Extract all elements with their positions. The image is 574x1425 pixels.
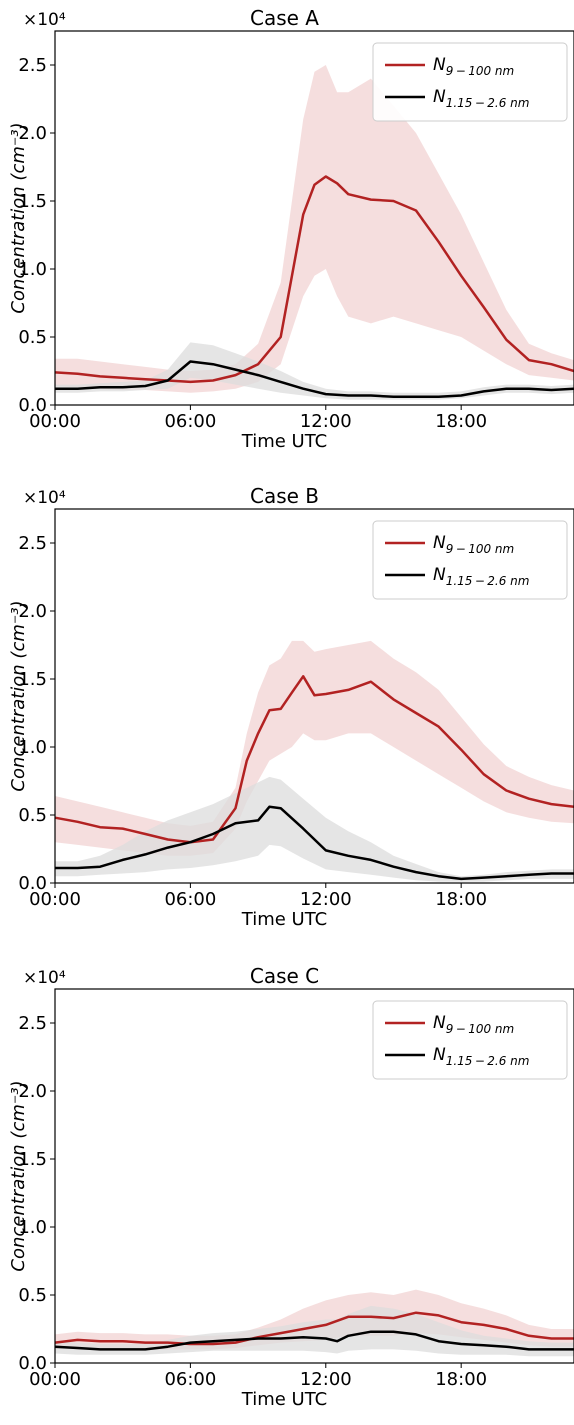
- y-tick-label: 1.0: [18, 737, 47, 758]
- legend-label-1: N1.15 − 2.6 nm: [433, 87, 529, 110]
- x-tick-label: 12:00: [300, 1369, 352, 1390]
- legend-box: [372, 520, 568, 600]
- x-tick-label: 18:00: [435, 1369, 487, 1390]
- legend-label-1: N1.15 − 2.6 nm: [433, 565, 529, 588]
- chart-title: Case C: [250, 964, 319, 988]
- chart-title: Case A: [250, 6, 319, 30]
- y-axis-label: Concentration (cm⁻³): [8, 600, 29, 791]
- y-tick-label: 1.0: [18, 259, 47, 280]
- y-axis-label: Concentration (cm⁻³): [8, 122, 29, 313]
- y-tick-label: 2.0: [18, 123, 47, 144]
- y-tick-label: 0.0: [18, 873, 47, 894]
- series-line-0: [54, 175, 574, 384]
- y-tick-label: 0.5: [18, 327, 47, 348]
- y-tick-label: 0.5: [18, 805, 47, 826]
- plot-frame: [54, 30, 574, 406]
- x-axis-label: Time UTC: [241, 431, 327, 452]
- legend-label-0: N9 − 100 nm: [433, 55, 514, 78]
- panel-a: 0.0 0.5 1.0 1.5 2.0 2.5 00:00 06:00 12:00 18:00 Ca…: [8, 6, 574, 452]
- legend-box: [372, 42, 568, 122]
- y-tick-label: 2.0: [18, 601, 47, 622]
- series-line-1: [55, 805, 574, 881]
- x-tick-label: 18:00: [435, 411, 487, 432]
- x-tick-label: 00:00: [29, 889, 81, 910]
- y-tick-label: 0.5: [18, 1285, 47, 1306]
- x-tick-label: 06:00: [164, 1369, 216, 1390]
- series-line-1: [55, 360, 574, 399]
- x-tick-label: 18:00: [435, 889, 487, 910]
- series-line-0: [54, 1311, 574, 1346]
- x-tick-label: 00:00: [29, 411, 81, 432]
- x-axis-label: Time UTC: [241, 909, 327, 930]
- y-multiplier: ×10⁴: [23, 10, 66, 30]
- legend-label-1: N1.15 − 2.6 nm: [433, 1045, 529, 1068]
- y-tick-label: 2.0: [18, 1081, 47, 1102]
- y-tick-label: 1.5: [18, 191, 47, 212]
- y-tick-label: 2.5: [18, 1013, 47, 1034]
- legend-label-0: N9 − 100 nm: [433, 1013, 514, 1036]
- y-axis-label: Concentration (cm⁻³): [8, 1080, 29, 1271]
- series-band-0: [55, 640, 574, 856]
- panel-b: 0.0 0.5 1.0 1.5 2.0 2.5 00:00 06:00 12:00 18:00 Ca…: [8, 484, 574, 930]
- y-tick-label: 2.5: [18, 55, 47, 76]
- y-tick-label: 0.0: [18, 395, 47, 416]
- series-line-1: [54, 1330, 574, 1351]
- x-tick-label: 12:00: [300, 411, 352, 432]
- y-tick-label: 2.5: [18, 533, 47, 554]
- x-tick-label: 06:00: [164, 411, 216, 432]
- y-tick-label: 1.0: [18, 1217, 47, 1238]
- series-band-1: [55, 776, 574, 882]
- y-tick-label: 1.5: [18, 1149, 47, 1170]
- y-tick-label: 0.0: [18, 1353, 47, 1374]
- series-band-0: [55, 65, 574, 393]
- chart-title: Case B: [250, 484, 319, 508]
- panel-c: 0.0 0.5 1.0 1.5 2.0 2.5 00:00 06:00 12:00 18:00 Ca…: [8, 964, 574, 1410]
- x-tick-label: 00:00: [29, 1369, 81, 1390]
- plot-frame: [54, 508, 574, 884]
- series-line-0: [54, 675, 574, 844]
- series-band-1: [55, 342, 574, 400]
- legend-label-0: N9 − 100 nm: [433, 533, 514, 556]
- x-axis-label: Time UTC: [241, 1389, 327, 1410]
- legend-box: [372, 1000, 568, 1080]
- y-multiplier: ×10⁴: [23, 968, 66, 988]
- x-tick-label: 06:00: [164, 889, 216, 910]
- x-tick-label: 12:00: [300, 889, 352, 910]
- plot-frame: [54, 988, 574, 1364]
- y-multiplier: ×10⁴: [23, 488, 66, 508]
- y-tick-label: 1.5: [18, 669, 47, 690]
